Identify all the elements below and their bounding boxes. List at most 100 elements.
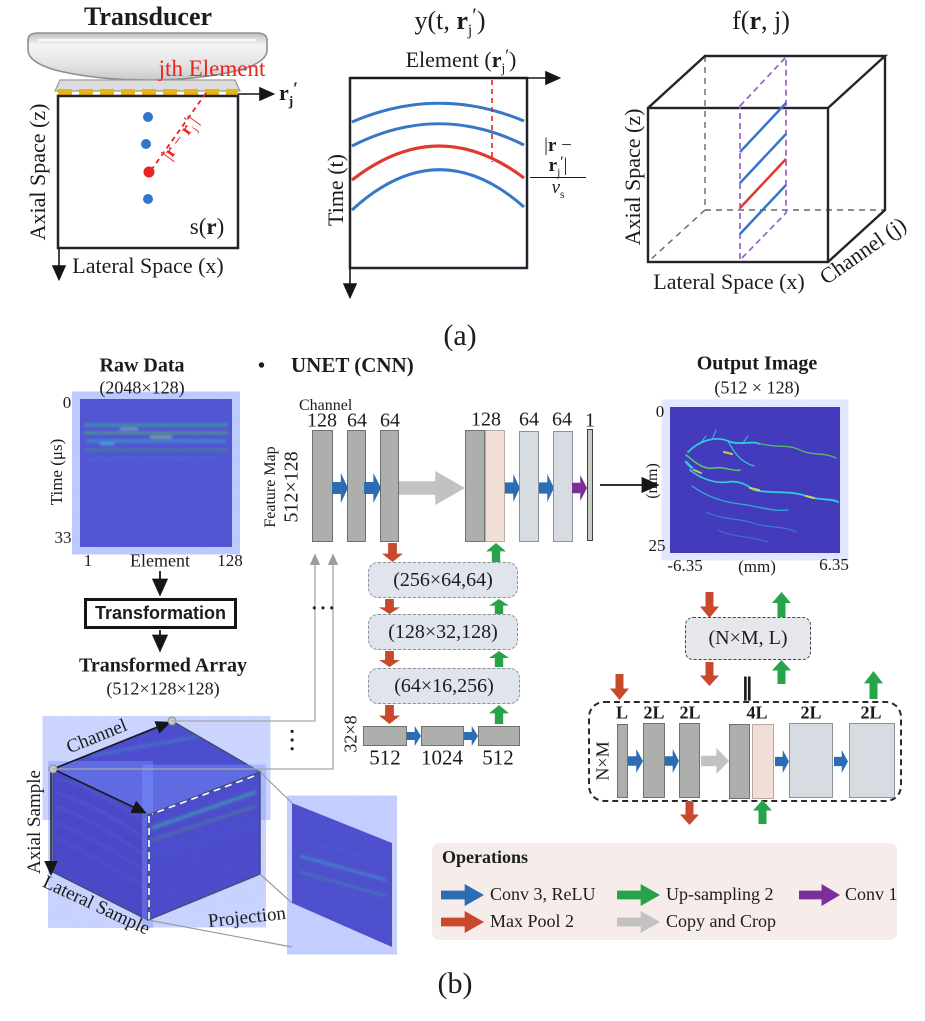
- enc-channels-2: 64: [380, 409, 400, 432]
- conv-arrow-icon: [464, 726, 478, 746]
- channel-j-label: Channel (j): [814, 211, 911, 290]
- layer-label-4: 2L: [800, 702, 822, 723]
- part-a-label: (a): [443, 319, 477, 352]
- delay-fraction: |r − rj′| vs: [530, 136, 586, 200]
- module-bar-4L-copy: [729, 724, 750, 799]
- layer-label-3: 4L: [746, 702, 768, 723]
- time-axis-label: Time (t): [323, 154, 348, 226]
- raw-time-end: 33: [54, 528, 72, 547]
- legend-item-upsampling: Up-sampling 2: [666, 884, 774, 904]
- output-depth-axis: (mm): [644, 463, 661, 499]
- conv-arrow-icon: [364, 473, 381, 503]
- generic-input-size: N×M: [592, 741, 613, 781]
- raw-elem-start: 1: [83, 551, 93, 570]
- scatterer-dot: [141, 139, 151, 149]
- maxpool-arrow-icon: [382, 543, 403, 562]
- layer-label-1: 2L: [643, 702, 665, 723]
- enc-bar-128: [312, 430, 333, 542]
- enc-channels-1: 64: [347, 409, 367, 432]
- cube-axial-axis: Axial Sample: [24, 770, 45, 874]
- equivalence-symbol: ‖: [741, 673, 753, 701]
- raw-data-image: [80, 399, 232, 547]
- maxpool-arrow-icon: [700, 592, 719, 618]
- s-r-label: s(r): [189, 214, 225, 239]
- ellipsis-vertical: ···: [280, 727, 303, 755]
- conv-arrow-icon: [407, 726, 421, 746]
- dec-bar-64a: [519, 431, 539, 542]
- dec-bar-128-copy: [465, 430, 485, 542]
- legend-item-conv3: Conv 3, ReLU: [490, 884, 596, 904]
- element-axis-label: Element (rj′): [405, 45, 517, 76]
- rj-axis-label: rj′: [279, 78, 299, 109]
- unet-bullet: •: [258, 355, 266, 377]
- maxpool-arrow-icon: [680, 801, 699, 825]
- raw-elem-axis: Element: [130, 550, 190, 571]
- generic-module-expanded: [588, 701, 902, 802]
- upsample-arrow-icon: [864, 671, 883, 699]
- skip-block-1: (256×64,64): [368, 562, 518, 598]
- layer-label-2: 2L: [679, 702, 701, 723]
- distance-label: |r − rj′|: [157, 112, 202, 164]
- output-lat-end: 6.35: [819, 555, 849, 574]
- output-image: [670, 407, 840, 553]
- part-b-label: (b): [437, 967, 473, 1000]
- layer-label-5: 2L: [860, 702, 882, 723]
- maxpool-arrow-icon: [379, 651, 400, 667]
- copy-crop-arrow-icon: [399, 471, 465, 505]
- dec-bar-64b: [553, 431, 573, 542]
- maxpool-arrow-icon: [700, 662, 719, 686]
- maxpool-arrow-icon: [610, 674, 629, 700]
- conv-arrow-icon: [332, 473, 348, 503]
- bottleneck-label-2: 512: [482, 745, 514, 770]
- transformed-array-title: Transformed Array: [79, 654, 247, 677]
- output-image-dims: (512 × 128): [714, 377, 800, 398]
- raw-data-title: Raw Data: [99, 354, 185, 377]
- axial-space-label-1: Axial Space (z): [25, 103, 50, 241]
- bottleneck-bar-1024: [421, 726, 464, 746]
- raw-time-start: 0: [62, 393, 72, 412]
- dec-bar-128-up: [485, 430, 505, 542]
- feature-map-label: Feature Map: [262, 446, 279, 528]
- ellipsis-horizontal: ···: [310, 597, 338, 620]
- maxpool-arrow-icon: [379, 599, 400, 614]
- module-bar-2Lb: [679, 723, 700, 798]
- module-bar-L: [617, 724, 628, 798]
- upsample-arrow-icon: [489, 651, 509, 667]
- raw-data-dims: (2048×128): [99, 377, 185, 398]
- input-size-label: 512×128: [280, 451, 303, 523]
- bottleneck-bar-512a: [363, 726, 407, 746]
- lateral-space-label-1: Lateral Space (x): [72, 253, 224, 278]
- module-bar-2La: [643, 723, 665, 798]
- legend-title: Operations: [442, 847, 529, 867]
- dec-channels-1: 64: [519, 408, 539, 431]
- upsample-arrow-icon: [489, 599, 509, 614]
- conv1-arrow-icon: [572, 475, 587, 501]
- bottleneck-size-label: 32×8: [340, 715, 361, 753]
- bottleneck-label-0: 512: [369, 745, 401, 770]
- output-image-title: Output Image: [696, 352, 818, 375]
- legend-item-conv1: Conv 1: [845, 884, 898, 904]
- module-bar-2Ld: [849, 723, 895, 798]
- enc-channels-0: 128: [307, 409, 337, 432]
- dec-channels-3: 1: [585, 409, 595, 432]
- projection-label: Projection: [207, 902, 287, 933]
- conv-arrow-icon: [505, 474, 520, 502]
- transformation-box: Transformation: [84, 598, 237, 629]
- raw-elem-end: 128: [217, 551, 243, 570]
- transformed-array-dims: (512×128×128): [106, 678, 220, 699]
- bottleneck-label-1: 1024: [421, 745, 463, 770]
- upsample-arrow-icon: [489, 705, 509, 724]
- upsample-arrow-icon: [772, 592, 791, 617]
- bottleneck-bar-512b: [478, 726, 520, 746]
- scatterer-dot: [143, 112, 153, 122]
- signal-plot-art: [342, 70, 562, 300]
- legend-item-maxpool: Max Pool 2: [490, 911, 575, 931]
- transducer-title: Transducer: [83, 2, 213, 31]
- output-bar-1: [587, 429, 593, 541]
- scatterer-dot: [143, 194, 153, 204]
- axial-space-label-3: Axial Space (z): [620, 108, 645, 246]
- dec-channels-2: 64: [552, 408, 572, 431]
- enc-bar-64b: [380, 430, 399, 542]
- raw-time-axis: Time (μs): [47, 438, 66, 506]
